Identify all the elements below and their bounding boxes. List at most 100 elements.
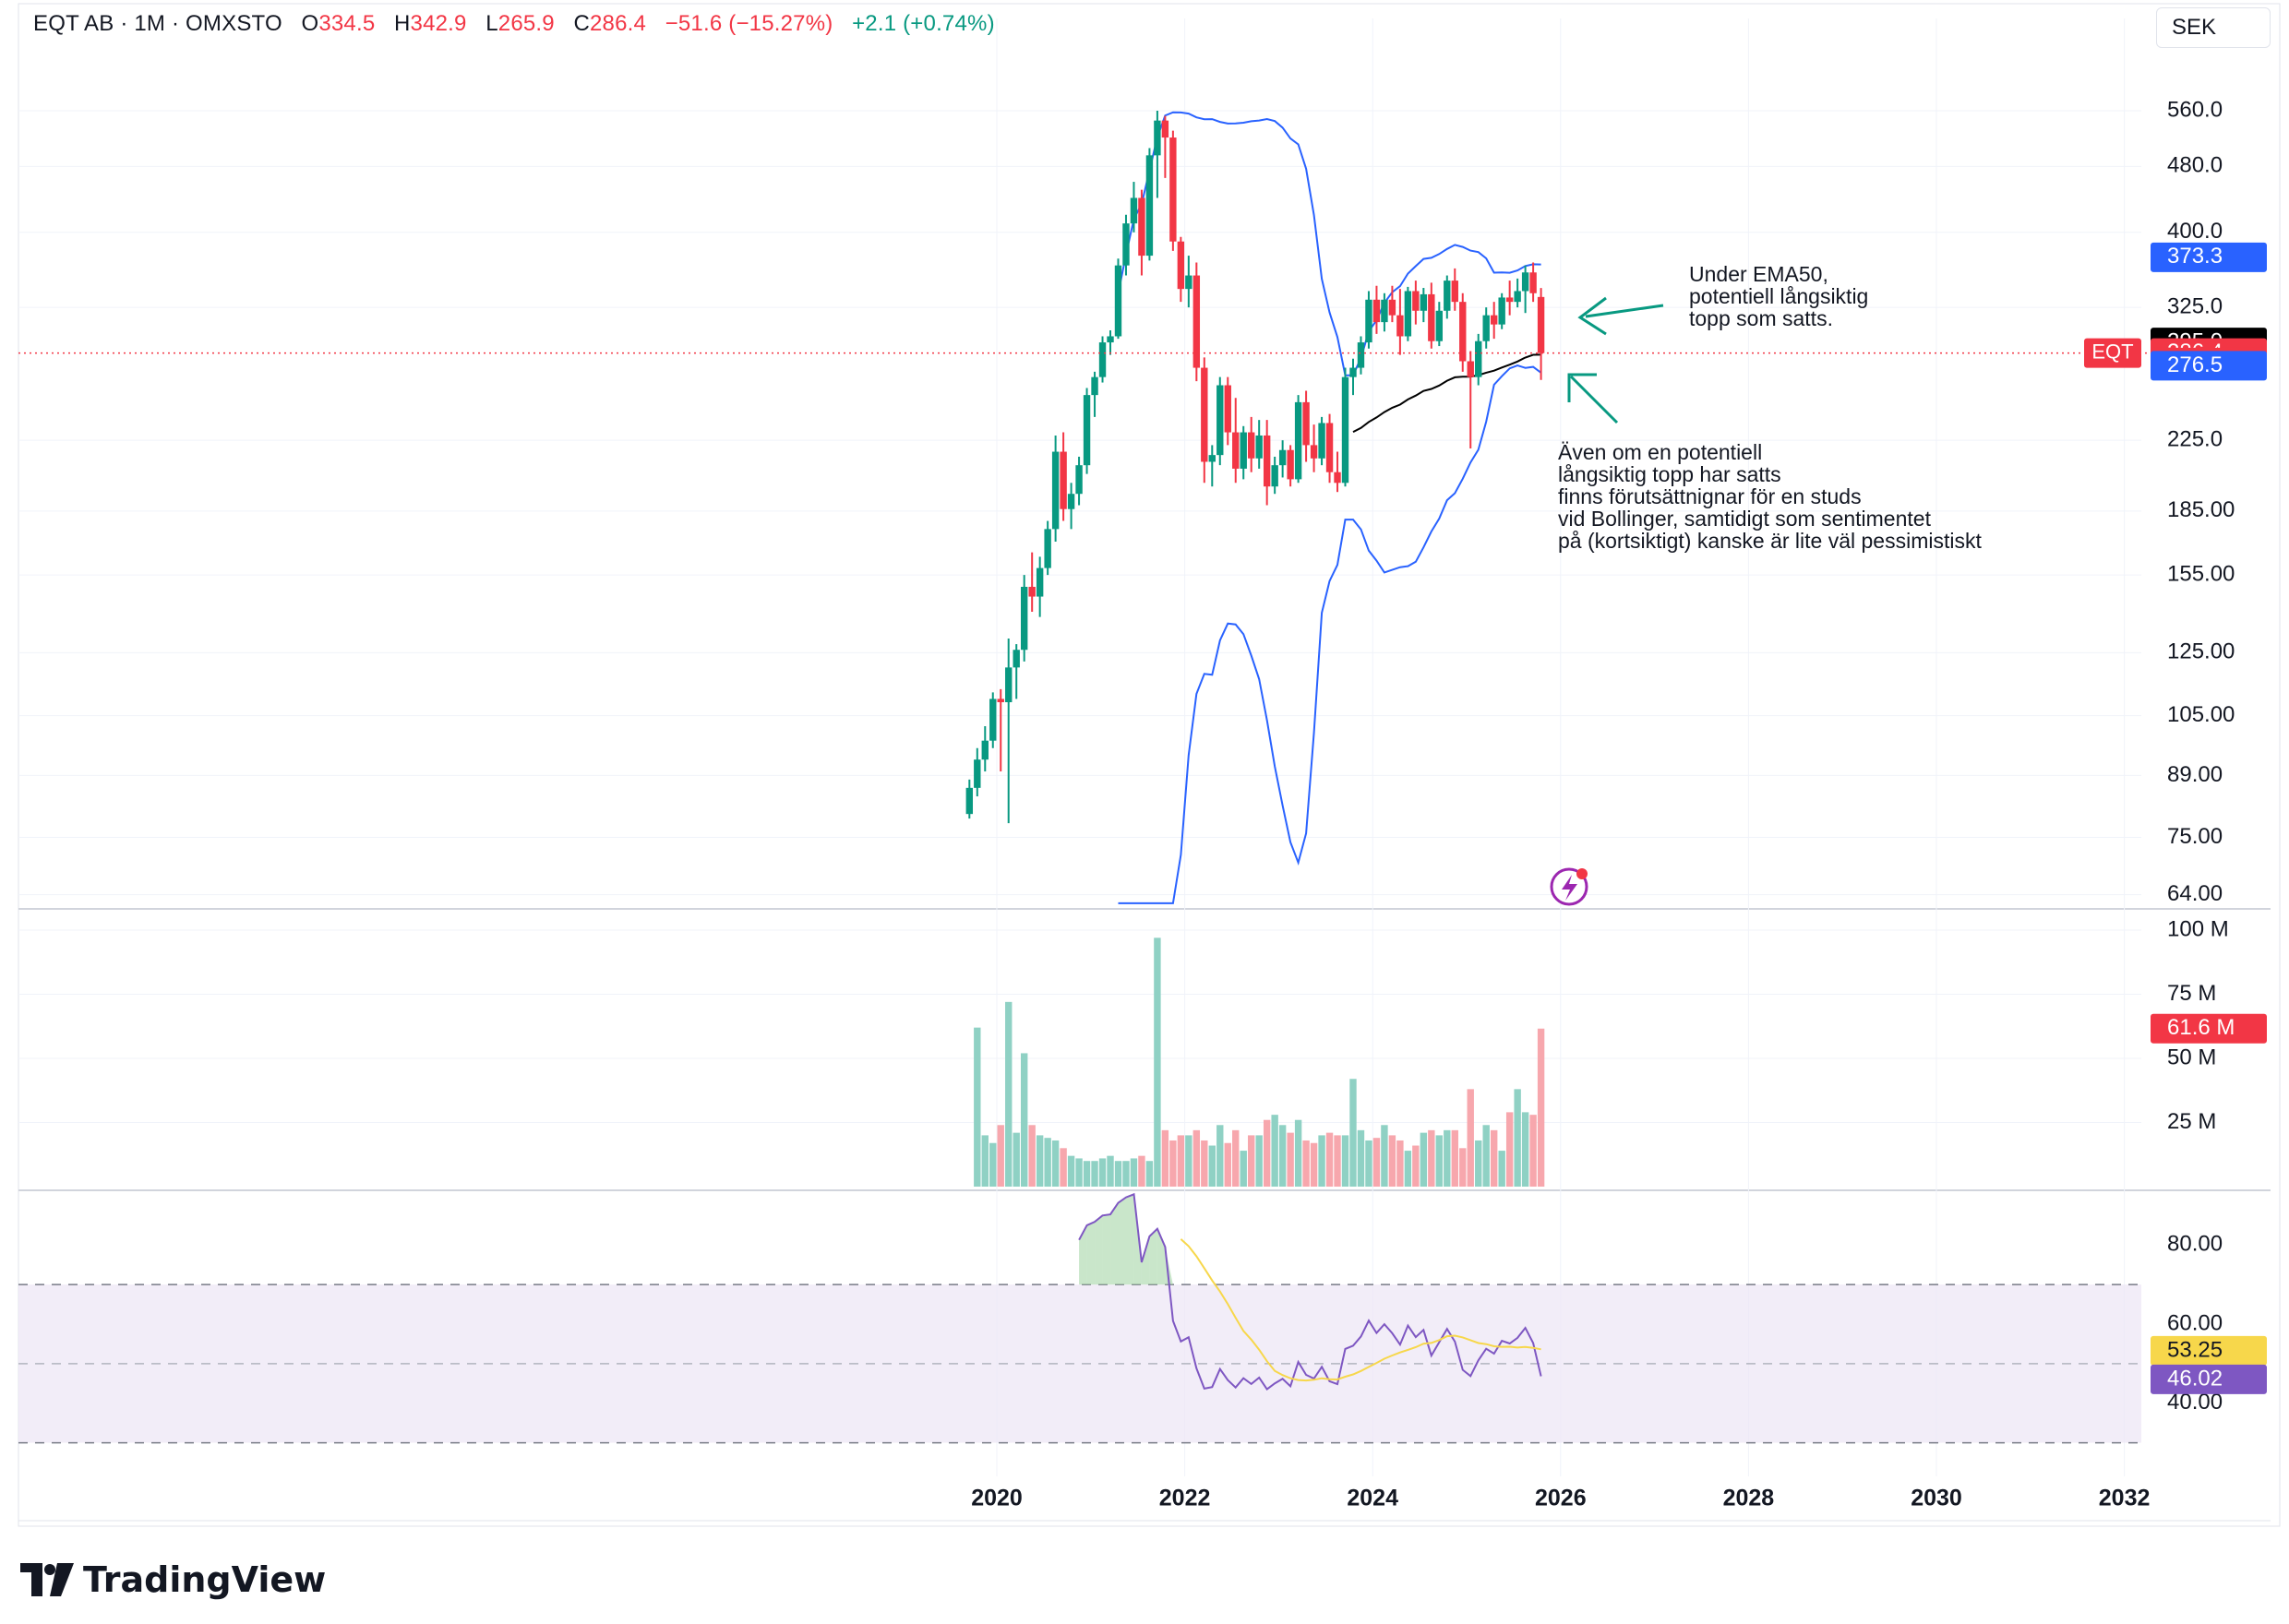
candle-body bbox=[1428, 293, 1435, 341]
volume-bar bbox=[1107, 1155, 1114, 1187]
volume-bar bbox=[1412, 1145, 1420, 1187]
candle-body bbox=[1122, 223, 1130, 266]
volume-bar bbox=[1051, 1140, 1060, 1187]
price-badge: 276.5 bbox=[2151, 351, 2267, 381]
candle-body bbox=[1263, 435, 1271, 487]
volume-bar bbox=[1490, 1129, 1498, 1187]
volume-bar bbox=[1154, 937, 1161, 1187]
price-badge: 373.3 bbox=[2151, 242, 2267, 272]
candle-body bbox=[1028, 586, 1036, 597]
candle-body bbox=[1467, 361, 1474, 377]
tradingview-logo[interactable]: TradingView bbox=[20, 1559, 326, 1600]
close-value: 286.4 bbox=[589, 11, 647, 36]
candle-body bbox=[1075, 465, 1083, 495]
price-badge-bg bbox=[2151, 242, 2267, 272]
volume-bar bbox=[1537, 1028, 1545, 1187]
candle-body bbox=[1302, 401, 1310, 446]
candle-body bbox=[1083, 395, 1091, 466]
candle-body bbox=[1451, 281, 1458, 303]
volume-bar bbox=[981, 1135, 989, 1187]
volume-badge-label: 61.6 M bbox=[2167, 1015, 2235, 1040]
volume-bar bbox=[989, 1142, 997, 1187]
price-tick-label: 64.00 bbox=[2167, 881, 2223, 906]
x-tick-label: 2028 bbox=[1723, 1486, 1775, 1511]
candle-body bbox=[1240, 432, 1247, 469]
open-label: O bbox=[301, 11, 319, 36]
volume-bar bbox=[1161, 1129, 1169, 1187]
volume-bar bbox=[1444, 1129, 1451, 1187]
rsi-overbought-fill bbox=[1110, 1202, 1119, 1285]
candle-body bbox=[1271, 465, 1278, 487]
volume-bar bbox=[1255, 1135, 1263, 1187]
volume-bar bbox=[1396, 1140, 1404, 1187]
rsi-badge-label: 46.02 bbox=[2167, 1366, 2223, 1391]
rsi-overbought-fill bbox=[1125, 1194, 1134, 1285]
rsi-overbought-fill bbox=[1095, 1215, 1103, 1285]
rsi-tick-label: 60.00 bbox=[2167, 1310, 2223, 1335]
volume-bar bbox=[1325, 1132, 1334, 1187]
rsi-overbought-fill bbox=[1079, 1224, 1087, 1285]
volume-bar bbox=[1192, 1129, 1201, 1187]
candle-body bbox=[1388, 299, 1396, 316]
low-label: L bbox=[485, 11, 498, 36]
x-tick-label: 2022 bbox=[1159, 1486, 1211, 1511]
volume-bar bbox=[1388, 1135, 1396, 1187]
volume-bar bbox=[1036, 1135, 1044, 1187]
arrow-top-line bbox=[1585, 304, 1664, 318]
candle-body bbox=[1216, 385, 1224, 456]
volume-bar bbox=[1498, 1151, 1505, 1187]
volume-tick-label: 75 M bbox=[2167, 981, 2216, 1006]
rsi-overbought-fill bbox=[1165, 1247, 1173, 1285]
candle-body bbox=[1130, 197, 1138, 224]
rsi-tick-label: 80.00 bbox=[2167, 1232, 2223, 1257]
volume-bar bbox=[1271, 1115, 1278, 1187]
volume-bar bbox=[1278, 1125, 1287, 1187]
candle-body bbox=[1444, 281, 1451, 311]
volume-bar bbox=[1075, 1158, 1083, 1187]
candle-body bbox=[1420, 293, 1428, 311]
candle-body bbox=[1537, 296, 1545, 353]
volume-badge-bg bbox=[2151, 1013, 2267, 1044]
candle-body bbox=[1067, 494, 1075, 509]
volume-bar bbox=[1459, 1148, 1467, 1187]
rsi-badge-bg bbox=[2151, 1364, 2267, 1394]
volume-bar bbox=[1372, 1138, 1381, 1187]
volume-bar bbox=[974, 1027, 981, 1187]
candle-body bbox=[1498, 297, 1505, 325]
candle-body bbox=[1255, 435, 1263, 459]
candle-body bbox=[1013, 650, 1020, 668]
rsi-overbought-fill bbox=[1141, 1236, 1150, 1285]
candle-body bbox=[1287, 449, 1294, 480]
x-tick-label: 2030 bbox=[1911, 1486, 1962, 1511]
candle-body bbox=[1334, 472, 1341, 484]
price-tick-label: 125.00 bbox=[2167, 639, 2235, 664]
candle-body bbox=[1248, 432, 1255, 459]
volume-bar bbox=[1240, 1151, 1247, 1187]
symbol-name[interactable]: EQT AB · 1M · OMXSTO bbox=[33, 11, 282, 36]
candle-body bbox=[1514, 291, 1521, 303]
low-value: 265.9 bbox=[497, 11, 555, 36]
candle-body bbox=[965, 787, 974, 815]
volume-bar bbox=[1177, 1135, 1185, 1187]
price-tick-label: 75.00 bbox=[2167, 824, 2223, 849]
candle-body bbox=[1145, 155, 1154, 257]
candle-body bbox=[1325, 423, 1334, 472]
rsi-line bbox=[1078, 1192, 1542, 1391]
lightning-icon bbox=[1562, 875, 1577, 901]
currency-selector[interactable]: SEK bbox=[2156, 7, 2271, 48]
volume-bar bbox=[1232, 1129, 1240, 1187]
rsi-overbought-fill bbox=[1102, 1214, 1111, 1285]
candle-body bbox=[997, 699, 1004, 703]
volume-bar bbox=[1341, 1135, 1349, 1187]
candle-body bbox=[1060, 451, 1067, 509]
price-tick-label: 560.0 bbox=[2167, 97, 2223, 122]
price-tick-label: 400.0 bbox=[2167, 219, 2223, 244]
volume-bar bbox=[1521, 1112, 1529, 1187]
volume-bar bbox=[1185, 1135, 1192, 1187]
volume-bar bbox=[1005, 1001, 1013, 1187]
price-tick-label: 480.0 bbox=[2167, 153, 2223, 178]
volume-bar bbox=[1514, 1089, 1521, 1187]
price-badge-label: 373.3 bbox=[2167, 244, 2223, 269]
volume-bar bbox=[1302, 1140, 1310, 1187]
